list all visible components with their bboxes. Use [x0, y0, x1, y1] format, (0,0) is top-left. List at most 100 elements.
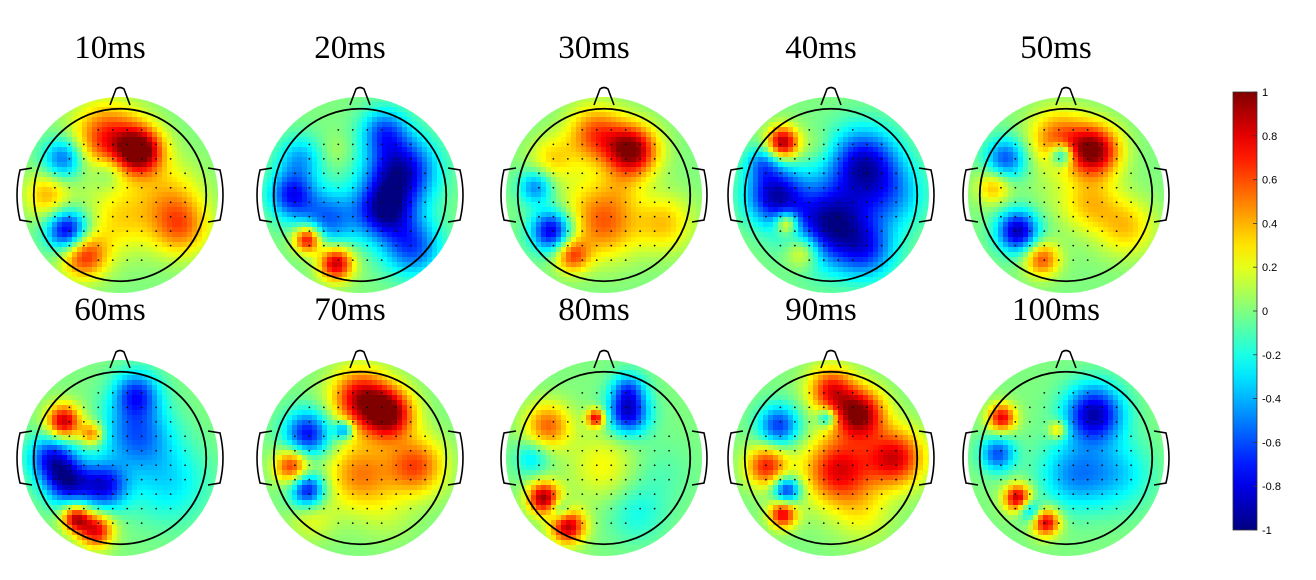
heatmap-cell — [551, 197, 557, 203]
heatmap-cell — [347, 267, 353, 273]
heatmap-cell — [282, 112, 288, 118]
heatmap-cell — [37, 252, 43, 258]
heatmap-cell — [696, 222, 702, 228]
heatmap-cell — [511, 117, 517, 123]
heatmap-cell — [177, 292, 183, 293]
heatmap-cell — [42, 152, 48, 158]
heatmap-cell — [591, 117, 597, 123]
heatmap-cell — [57, 292, 63, 293]
heatmap-cell — [591, 267, 597, 273]
electrode-dot — [111, 259, 114, 261]
heatmap-cell — [457, 247, 458, 253]
heatmap-cell — [646, 202, 652, 208]
heatmap-cell — [641, 157, 647, 163]
heatmap-cell — [536, 107, 542, 113]
heatmap-cell — [82, 112, 88, 118]
heatmap-cell — [541, 112, 547, 118]
heatmap-cell — [32, 252, 38, 258]
heatmap-cell — [691, 277, 697, 283]
heatmap-cell — [112, 97, 118, 103]
heatmap-cell — [521, 132, 527, 138]
heatmap-cell — [417, 257, 423, 263]
heatmap-cell — [422, 282, 428, 288]
heatmap-cell — [97, 192, 103, 198]
heatmap-cell — [691, 182, 697, 188]
heatmap-cell — [87, 197, 93, 203]
heatmap-cell — [596, 202, 602, 208]
heatmap-cell — [287, 177, 293, 183]
heatmap-cell — [636, 167, 642, 173]
heatmap-cell — [287, 277, 293, 283]
heatmap-cell — [606, 172, 612, 178]
heatmap-cell — [197, 242, 203, 248]
heatmap-cell — [447, 257, 453, 263]
heatmap-cell — [511, 242, 517, 248]
heatmap-cell — [447, 247, 453, 253]
heatmap-cell — [621, 182, 627, 188]
heatmap-cell — [322, 217, 328, 223]
heatmap-cell — [646, 217, 652, 223]
heatmap-cell — [202, 162, 208, 168]
heatmap-cell — [272, 247, 278, 253]
heatmap-cell — [62, 147, 68, 153]
heatmap-cell — [147, 257, 153, 263]
electrode-dot — [155, 172, 158, 175]
topomap-heatmap — [262, 97, 458, 293]
heatmap-cell — [681, 112, 687, 118]
heatmap-cell — [182, 197, 188, 203]
heatmap-cell — [112, 267, 118, 273]
heatmap-cell — [167, 147, 173, 153]
heatmap-cell — [97, 107, 103, 113]
heatmap-cell — [427, 167, 433, 173]
heatmap-cell — [157, 117, 163, 123]
heatmap-cell — [27, 112, 33, 118]
heatmap-cell — [372, 122, 378, 128]
heatmap-cell — [531, 292, 537, 293]
heatmap-cell — [337, 137, 343, 143]
heatmap-cell — [292, 177, 298, 183]
heatmap-cell — [72, 272, 78, 278]
heatmap-cell — [262, 192, 268, 198]
heatmap-cell — [457, 257, 458, 263]
heatmap-cell — [172, 107, 178, 113]
heatmap-cell — [546, 227, 552, 233]
heatmap-cell — [217, 122, 218, 128]
heatmap-cell — [87, 142, 93, 148]
heatmap-cell — [342, 177, 348, 183]
heatmap-cell — [681, 147, 687, 153]
heatmap-cell — [377, 267, 383, 273]
heatmap-cell — [387, 257, 393, 263]
heatmap-cell — [37, 182, 43, 188]
electrode-dot — [380, 230, 383, 233]
heatmap-cell — [352, 217, 358, 223]
heatmap-cell — [22, 122, 28, 128]
heatmap-cell — [432, 187, 438, 193]
heatmap-cell — [521, 292, 527, 293]
heatmap-cell — [407, 257, 413, 263]
heatmap-cell — [62, 222, 68, 228]
heatmap-cell — [162, 237, 168, 243]
heatmap-cell — [442, 237, 448, 243]
heatmap-cell — [397, 107, 403, 113]
heatmap-cell — [576, 177, 582, 183]
heatmap-cell — [317, 222, 323, 228]
heatmap-cell — [127, 182, 133, 188]
heatmap-cell — [137, 157, 143, 163]
heatmap-cell — [382, 267, 388, 273]
heatmap-cell — [661, 102, 667, 108]
heatmap-cell — [417, 242, 423, 248]
electrode-dot — [126, 172, 129, 175]
heatmap-cell — [536, 247, 542, 253]
heatmap-cell — [162, 167, 168, 173]
heatmap-cell — [37, 287, 43, 293]
heatmap-cell — [417, 247, 423, 253]
heatmap-cell — [616, 167, 622, 173]
heatmap-cell — [387, 242, 393, 248]
heatmap-cell — [117, 167, 123, 173]
heatmap-cell — [437, 137, 443, 143]
heatmap-cell — [117, 172, 123, 178]
heatmap-cell — [167, 97, 173, 103]
heatmap-cell — [531, 127, 537, 133]
heatmap-cell — [447, 202, 453, 208]
